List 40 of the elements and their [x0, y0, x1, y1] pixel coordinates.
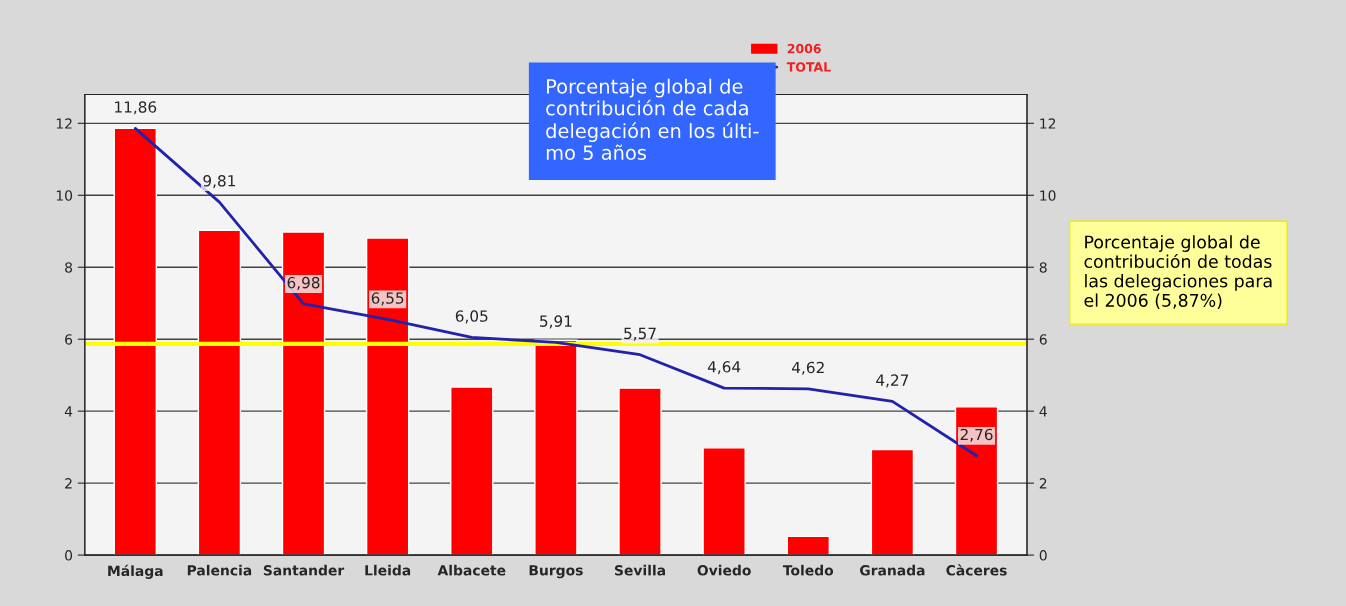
- y2-tick-label: 8: [1039, 262, 1047, 273]
- data-label: 6,05: [455, 310, 488, 324]
- y2-tick-label: 0: [1039, 550, 1047, 561]
- x-tick-label: Toledo: [782, 564, 834, 576]
- data-label: 5,57: [624, 327, 656, 341]
- y2-tick-label: 10: [1040, 190, 1056, 201]
- y2-tick-label: 4: [1039, 406, 1047, 417]
- x-tick-label: Albacete: [437, 564, 506, 576]
- y-tick-label: 8: [65, 262, 73, 273]
- x-tick-label: Sevilla: [614, 564, 665, 576]
- x-tick-label: Granada: [859, 564, 925, 576]
- y-tick-label: 2: [65, 478, 72, 489]
- x-tick-label: Santander: [263, 564, 345, 576]
- data-label: 5,91: [540, 315, 572, 329]
- legend-label: 2006: [787, 43, 821, 54]
- data-label: 4,64: [707, 361, 741, 375]
- data-label: 6,98: [287, 276, 320, 290]
- y-tick-label: 10: [56, 190, 73, 201]
- text: Porcentaje global de contribución de todas las delegaciones para el 2006 (5,87%): [1084, 235, 1272, 309]
- y-tick-label: 0: [65, 550, 73, 561]
- y-tick-label: 12: [56, 118, 72, 129]
- data-label: 9,81: [203, 175, 235, 189]
- y-tick-label: 4: [64, 406, 73, 417]
- data-label: 11,86: [115, 101, 157, 115]
- data-label: 6,55: [371, 292, 404, 306]
- y2-tick-label: 2: [1039, 478, 1047, 489]
- data-label: 2,76: [960, 428, 993, 442]
- x-tick-label: Palencia: [187, 564, 252, 576]
- data-label: 4,27: [876, 374, 909, 388]
- x-tick-label: Oviedo: [697, 564, 751, 576]
- legend-label: TOTAL: [786, 62, 831, 72]
- y2-tick-label: 6: [1039, 334, 1047, 345]
- data-label: 4,62: [792, 361, 824, 375]
- x-tick-label: Càceres: [946, 564, 1007, 576]
- x-tick-label: Málaga: [108, 564, 163, 579]
- y-tick-label: 6: [65, 334, 73, 345]
- annotation: Porcentaje global de contribución de cada delegación en los últi- mo 5 años: [546, 78, 759, 160]
- x-tick-label: Burgos: [529, 565, 583, 579]
- y2-tick-label: 12: [1040, 118, 1056, 129]
- x-tick-label: Lleida: [365, 564, 411, 576]
